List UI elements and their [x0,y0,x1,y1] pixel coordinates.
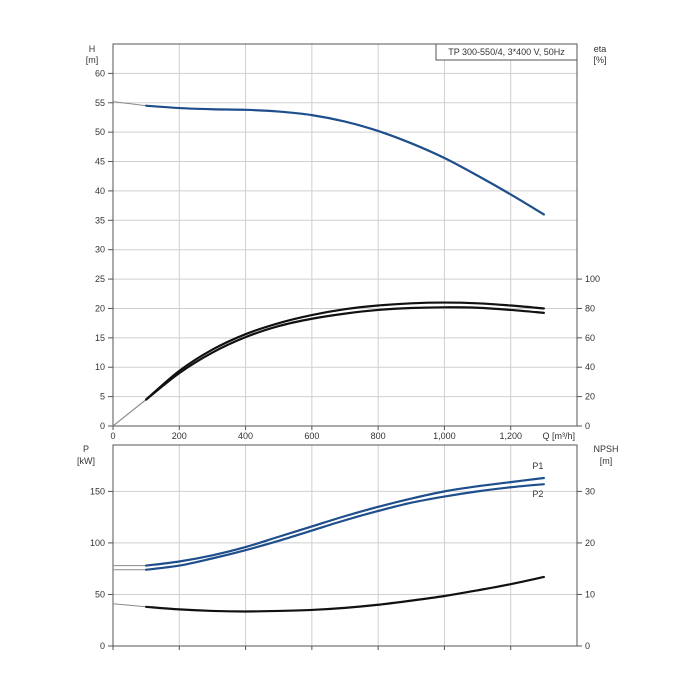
x-tick-label: 200 [172,431,187,441]
right-axis-unit: [%] [593,55,606,65]
series-1-line [145,306,545,401]
y-tick-label: 100 [90,538,105,548]
left-axis-label: H [89,44,96,54]
x-tick-label: 400 [238,431,253,441]
series-label-p2: P2 [532,489,543,499]
x-tick-label: 1,000 [433,431,456,441]
y2-tick-label: 20 [585,392,595,402]
chart-title: TP 300-550/4, 3*400 V, 50Hz [448,47,565,57]
y-tick-label: 0 [100,421,105,431]
y-tick-label: 50 [95,589,105,599]
series-0-line [145,104,545,216]
y2-tick-label: 0 [585,421,590,431]
y-tick-label: 30 [95,245,105,255]
y2-tick-label: 0 [585,641,590,651]
plot-frame [112,43,578,427]
y-tick-label: 10 [95,362,105,372]
right-axis-unit: [m] [600,456,613,466]
series-p1-line [145,476,545,567]
right-axis-label: NPSH [593,444,618,454]
y-tick-label: 55 [95,98,105,108]
y-tick-label: 50 [95,127,105,137]
y-tick-label: 20 [95,303,105,313]
left-axis-unit: [kW] [77,456,95,466]
x-tick-label: 800 [371,431,386,441]
y2-tick-label: 10 [585,589,595,599]
y-tick-label: 60 [95,68,105,78]
series-2-extrapolation [112,399,147,427]
y-tick-label: 0 [100,641,105,651]
y2-tick-label: 20 [585,538,595,548]
power-npsh-panel: 0 50 100 150 0 10 20 30 P [kW] NPSH [m] P1 P2 [77,444,619,651]
y2-tick-label: 100 [585,274,600,284]
right-axis-label: eta [594,44,607,54]
x-axis-label: Q [m³/h] [542,431,575,441]
plot-frame [112,444,578,647]
x-tick-label: 0 [110,431,115,441]
series-2-extrapolation [112,603,147,608]
chart-title-box [435,43,578,61]
y-tick-label: 150 [90,486,105,496]
y-tick-label: 45 [95,157,105,167]
series-2-line [145,301,545,401]
y2-tick-label: 30 [585,486,595,496]
y2-tick-label: 60 [585,333,595,343]
y2-tick-label: 40 [585,362,595,372]
y-tick-label: 35 [95,215,105,225]
series-p2-line [145,483,545,571]
x-tick-label: 600 [304,431,319,441]
y2-tick-label: 80 [585,303,595,313]
left-axis-unit: [m] [86,55,99,65]
y-tick-label: 5 [100,392,105,402]
series-0-extrapolation [112,101,147,107]
y-tick-label: 40 [95,186,105,196]
series-2-line [145,575,545,613]
series-label-p1: P1 [532,461,543,471]
x-tick-label: 1,200 [499,431,522,441]
y-tick-label: 15 [95,333,105,343]
left-axis-label: P [83,444,89,454]
y-tick-label: 25 [95,274,105,284]
